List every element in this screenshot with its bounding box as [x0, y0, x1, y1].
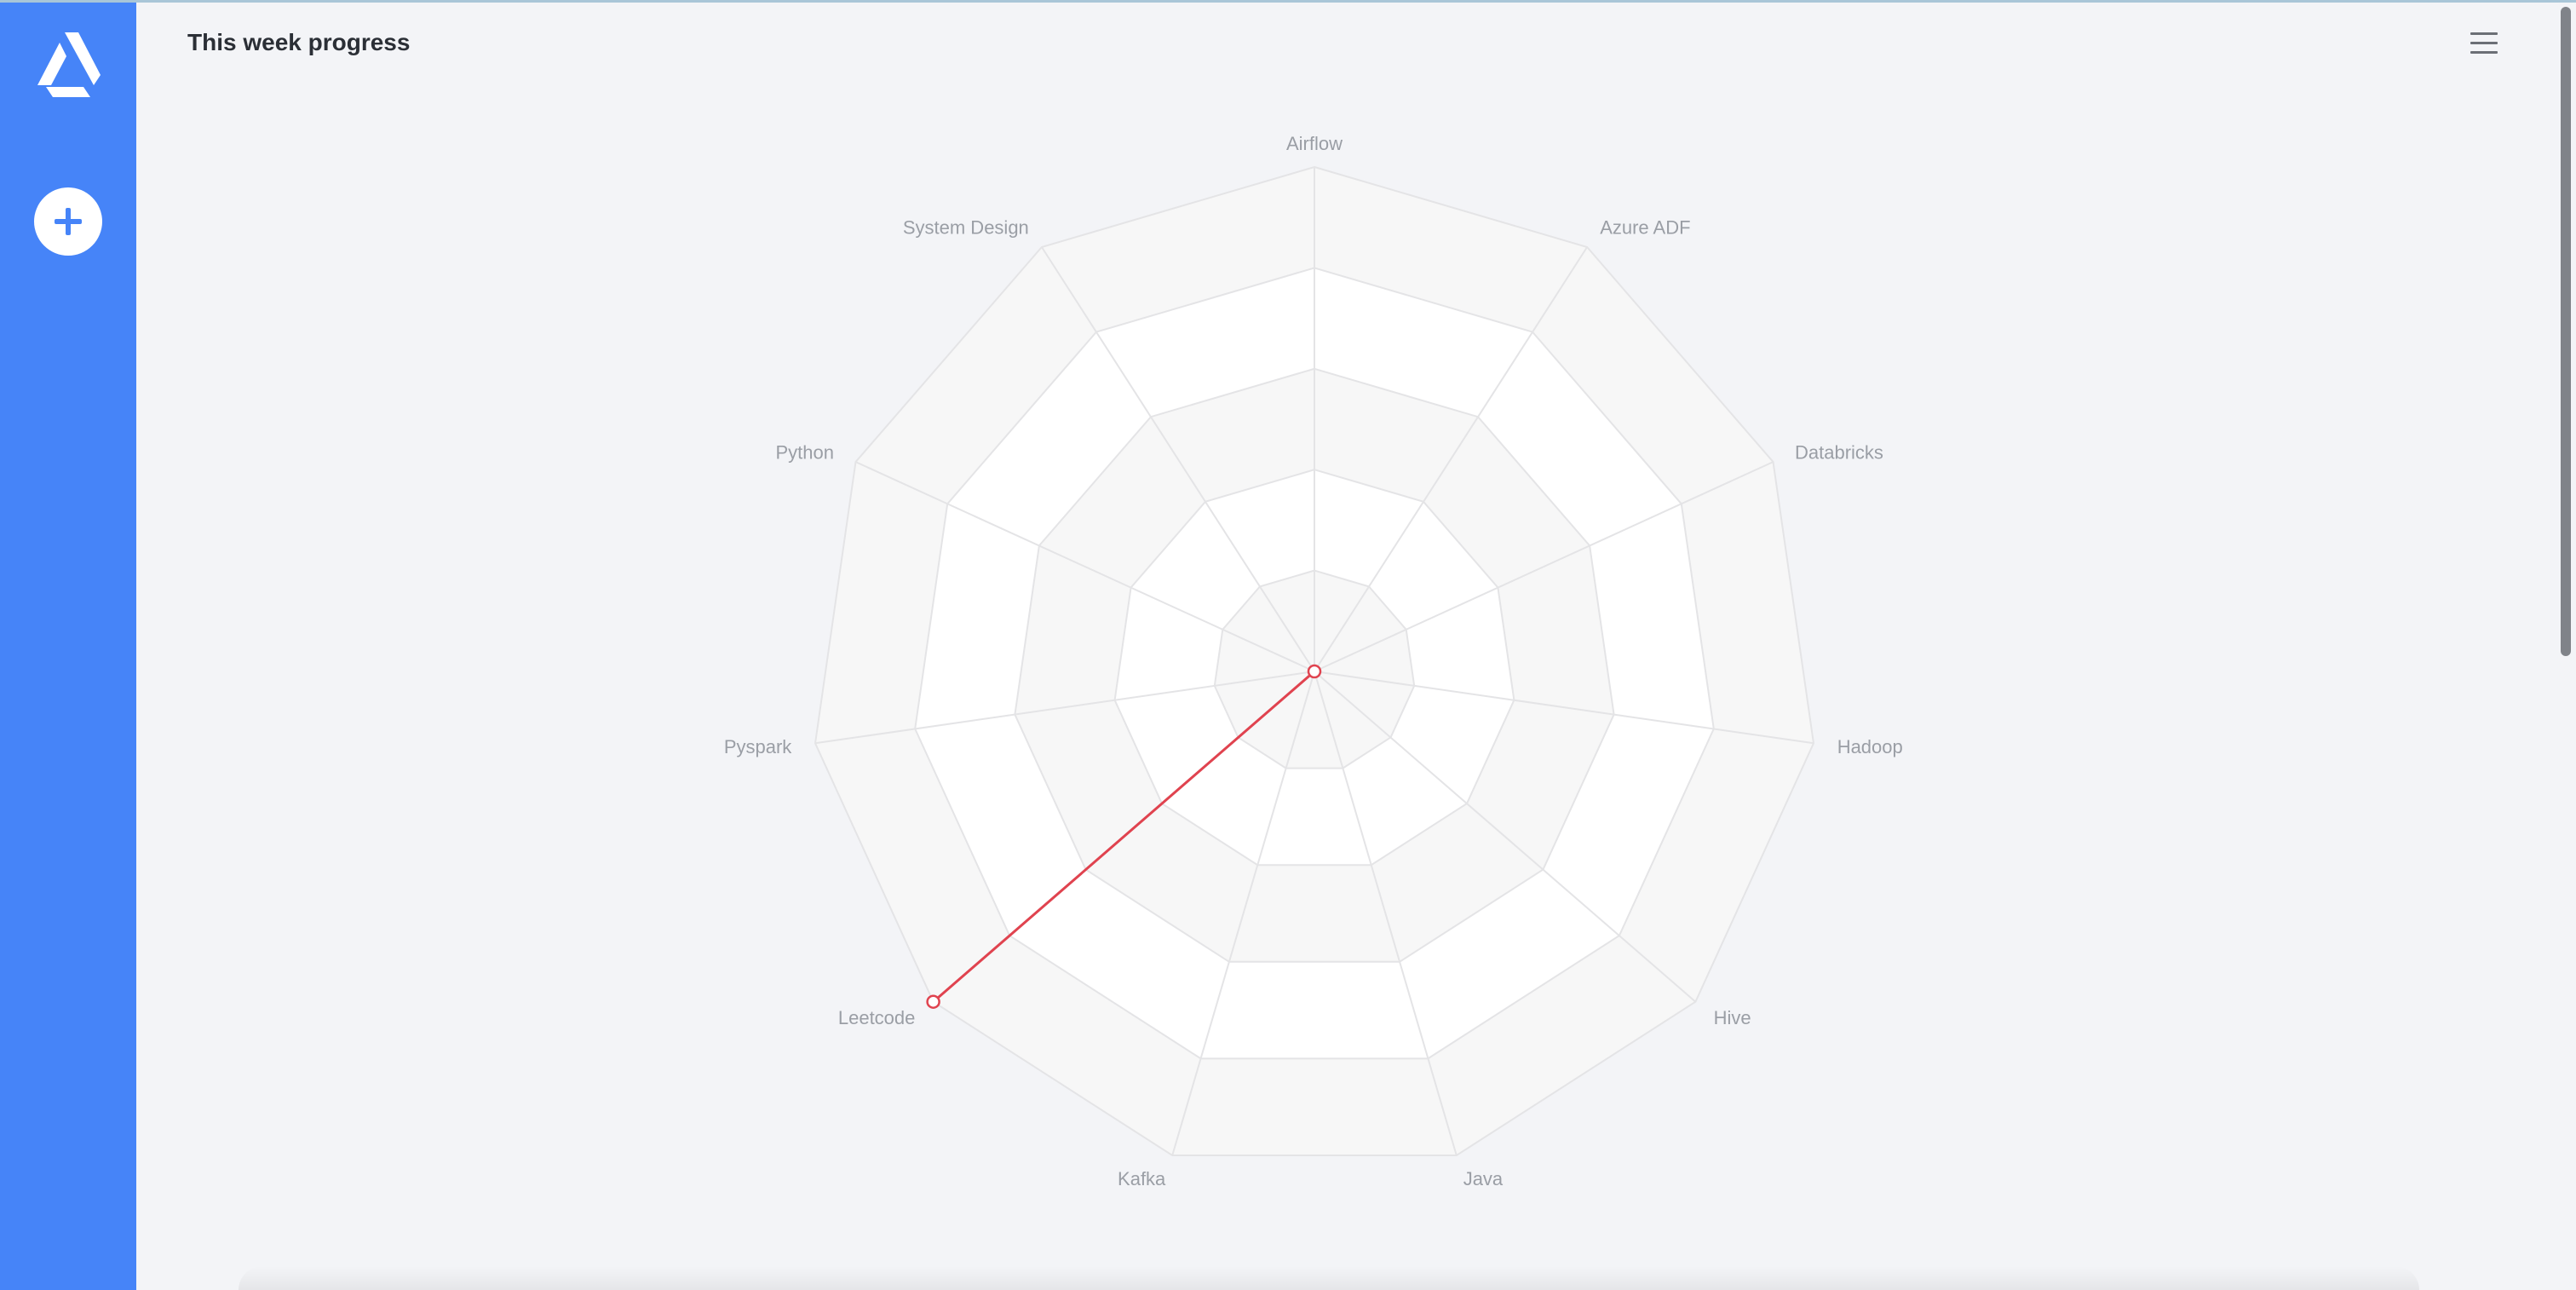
- axis-label-kafka: Kafka: [1118, 1168, 1166, 1189]
- radar-chart: Airflow Azure ADF Databricks Hadoop Hive Java…: [724, 133, 1903, 1189]
- scrollbar[interactable]: [2556, 0, 2576, 1290]
- spoke-pyspark: [814, 671, 1315, 745]
- spoke-python: [855, 461, 1315, 672]
- axis-label-system-design: System Design: [903, 216, 1029, 238]
- spoke-hive: [1314, 671, 1697, 1003]
- data-point-airflow[interactable]: [1307, 664, 1322, 679]
- add-button[interactable]: [34, 187, 102, 256]
- spoke-hadoop: [1314, 671, 1814, 745]
- data-point-leetcode[interactable]: [926, 994, 940, 1009]
- menu-button[interactable]: [2469, 31, 2499, 56]
- sidebar: [0, 0, 136, 1290]
- axis-label-hadoop: Hadoop: [1837, 736, 1903, 757]
- spoke-azure-adf: [1314, 246, 1588, 672]
- spoke-system-design: [1041, 246, 1315, 672]
- card-edge: [239, 1266, 2419, 1290]
- axis-label-databricks: Databricks: [1795, 441, 1883, 463]
- scrollbar-thumb[interactable]: [2561, 7, 2571, 656]
- axis-label-python: Python: [776, 441, 835, 463]
- plus-icon: [55, 208, 82, 235]
- app-logo-icon[interactable]: [34, 31, 102, 99]
- axis-label-java: Java: [1463, 1168, 1504, 1189]
- axis-label-leetcode: Leetcode: [838, 1007, 916, 1028]
- main-content: This week progress Airflow Azure ADF Datab…: [136, 0, 2556, 1290]
- spoke-kafka: [1171, 671, 1315, 1156]
- axis-label-airflow: Airflow: [1286, 133, 1343, 154]
- axis-label-azure-adf: Azure ADF: [1600, 216, 1690, 238]
- top-border: [0, 0, 2576, 3]
- spoke-java: [1314, 671, 1458, 1156]
- page-title: This week progress: [187, 29, 411, 55]
- axis-label-hive: Hive: [1714, 1007, 1751, 1028]
- spoke-databricks: [1314, 461, 1774, 672]
- axis-label-pyspark: Pyspark: [724, 736, 792, 757]
